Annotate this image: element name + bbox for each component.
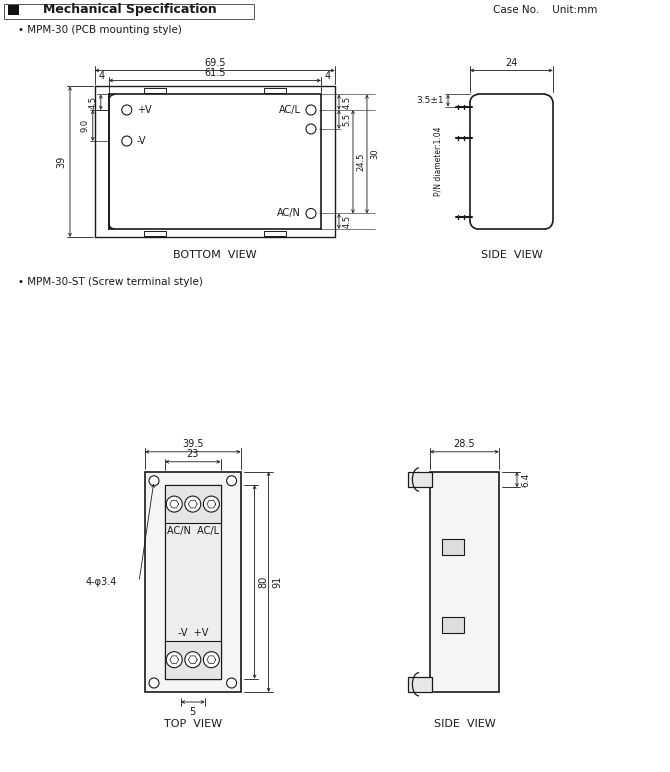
Text: AC/L: AC/L	[279, 105, 301, 115]
Circle shape	[306, 208, 316, 218]
Bar	[165, 485, 220, 523]
Bar	[408, 676, 432, 692]
Text: -V: -V	[137, 136, 146, 146]
Text: 4.5: 4.5	[88, 96, 97, 109]
Text: 28.5: 28.5	[454, 438, 475, 449]
Text: 91: 91	[273, 576, 283, 588]
Text: 6.4: 6.4	[521, 472, 531, 486]
Circle shape	[226, 678, 237, 688]
Text: 9.0: 9.0	[80, 119, 89, 132]
Text: AC/N: AC/N	[277, 208, 301, 218]
Circle shape	[166, 496, 182, 512]
Circle shape	[306, 124, 316, 134]
Text: 4: 4	[99, 72, 105, 82]
Bar	[264, 231, 286, 236]
Bar	[165, 641, 220, 679]
Bar	[264, 89, 286, 93]
Text: • MPM-30-ST (Screw terminal style): • MPM-30-ST (Screw terminal style)	[18, 277, 203, 287]
Circle shape	[122, 105, 132, 115]
Text: 23: 23	[187, 449, 199, 459]
Text: 80: 80	[259, 576, 269, 588]
Bar	[8, 5, 19, 15]
Circle shape	[149, 678, 159, 688]
Text: TOP  VIEW: TOP VIEW	[163, 719, 222, 729]
Bar	[442, 540, 464, 556]
Text: Mechanical Specification: Mechanical Specification	[43, 4, 217, 16]
Circle shape	[226, 476, 237, 486]
Text: -V  +V: -V +V	[178, 628, 208, 638]
Text: 4: 4	[325, 72, 331, 82]
Circle shape	[166, 652, 182, 668]
Text: 39.5: 39.5	[182, 438, 204, 449]
Text: 5: 5	[190, 707, 196, 717]
Text: P/N diameter:1.04: P/N diameter:1.04	[433, 127, 442, 197]
Text: SIDE  VIEW: SIDE VIEW	[433, 719, 495, 729]
Circle shape	[185, 652, 201, 668]
Text: 4-φ3.4: 4-φ3.4	[86, 577, 117, 587]
Bar	[145, 472, 241, 692]
Bar	[165, 485, 220, 679]
Text: 4.5: 4.5	[342, 96, 352, 109]
Text: • MPM-30 (PCB mounting style): • MPM-30 (PCB mounting style)	[18, 25, 182, 35]
Circle shape	[149, 476, 159, 486]
Text: 24: 24	[505, 59, 518, 69]
Text: AC/N  AC/L: AC/N AC/L	[167, 526, 219, 536]
Circle shape	[122, 136, 132, 146]
Circle shape	[185, 496, 201, 512]
Circle shape	[306, 105, 316, 115]
Bar	[4, 4, 254, 19]
Bar	[144, 89, 166, 93]
Circle shape	[204, 496, 219, 512]
Text: Case No.    Unit:mm: Case No. Unit:mm	[493, 5, 597, 15]
Text: 4.5: 4.5	[342, 215, 352, 228]
Text: 24.5: 24.5	[356, 153, 365, 171]
Text: 30: 30	[371, 149, 379, 159]
Text: 69.5: 69.5	[204, 59, 226, 69]
Text: +V: +V	[137, 105, 151, 115]
Text: SIDE  VIEW: SIDE VIEW	[480, 250, 542, 260]
Text: 61.5: 61.5	[204, 69, 226, 79]
Text: 3.5±1: 3.5±1	[416, 96, 444, 105]
Bar	[408, 472, 432, 487]
Bar	[430, 472, 499, 692]
Circle shape	[204, 652, 219, 668]
Bar	[442, 617, 464, 632]
Text: 39: 39	[56, 156, 66, 168]
Bar	[144, 231, 166, 236]
Text: BOTTOM  VIEW: BOTTOM VIEW	[173, 250, 257, 260]
Text: 5.5: 5.5	[342, 113, 352, 126]
